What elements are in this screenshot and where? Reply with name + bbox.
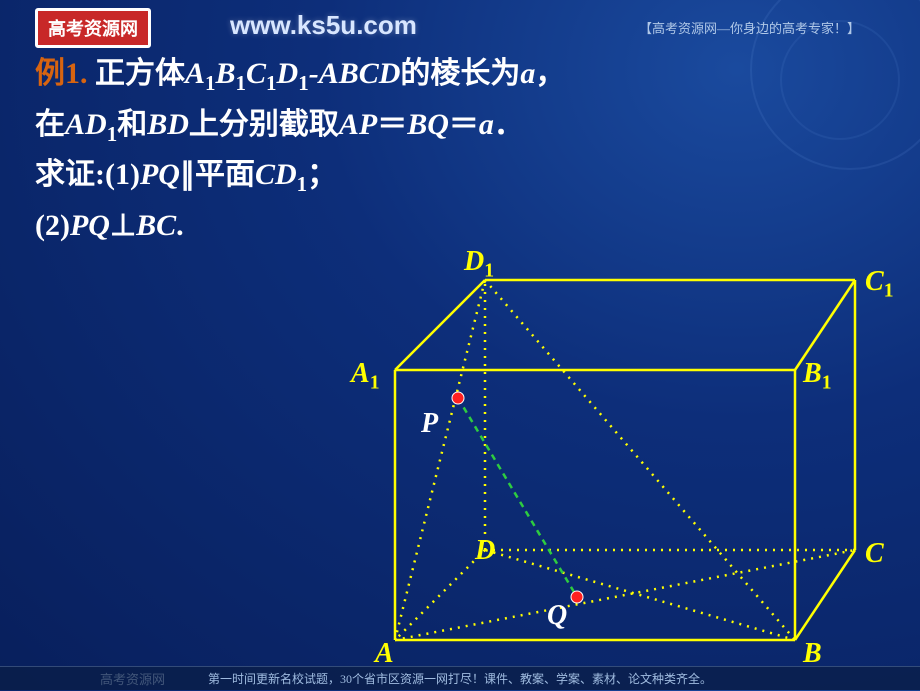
- cube-svg: [335, 240, 895, 680]
- footer-text: 第一时间更新名校试题，30个省市区资源一网打尽！课件、教案、学案、素材、论文种类…: [0, 666, 920, 690]
- site-logo: 高考资源网: [35, 8, 151, 48]
- problem-text: 例1. 正方体A1B1C1D1-ABCD的棱长为a， 在AD1和BD上分别截取A…: [35, 50, 885, 250]
- site-url: www.ks5u.com: [230, 10, 417, 41]
- top-right-slogan: 【高考资源网—你身边的高考专家！】: [639, 18, 860, 37]
- cube-diagram: ABCDA1B1C1D1PQ: [335, 240, 895, 680]
- example-label: 例1.: [35, 57, 88, 90]
